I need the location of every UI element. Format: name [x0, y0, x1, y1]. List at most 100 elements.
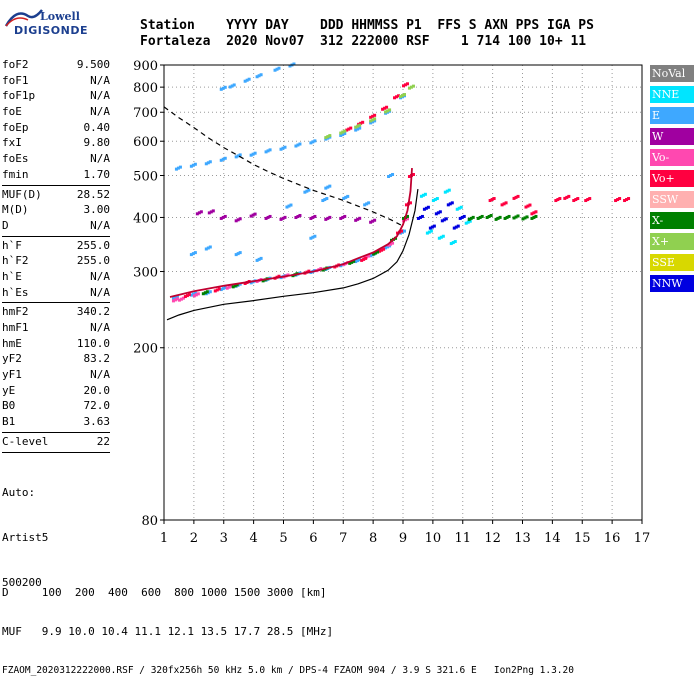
echo-point: [516, 194, 520, 198]
echo-point: [243, 79, 247, 83]
echo-point: [339, 133, 343, 137]
echo-point: [236, 252, 240, 256]
echo-point: [191, 163, 195, 167]
x-tick-label: 14: [544, 531, 561, 546]
echo-point: [221, 287, 225, 291]
echo-point: [238, 217, 242, 221]
echo-point: [283, 145, 287, 149]
echo-point: [231, 285, 235, 289]
echo-point: [439, 235, 443, 239]
param-label: foEp: [2, 120, 29, 134]
echo-point: [311, 235, 315, 239]
param-row: M(D) 3.00: [2, 203, 110, 219]
echo-point: [219, 158, 223, 162]
legend-item: SSE: [650, 254, 694, 271]
param-value: 110.0: [76, 336, 110, 350]
echo-point: [189, 293, 193, 297]
echo-point: [401, 216, 405, 220]
echo-point: [247, 77, 251, 81]
echo-point: [584, 199, 588, 203]
param-group-3: h`F 255.0 h`F2 255.0 h`E N/A h`Es N/A: [2, 239, 110, 302]
echo-point: [266, 149, 270, 153]
echo-point: [490, 198, 494, 202]
echo-point: [341, 132, 345, 136]
echo-point: [321, 199, 325, 203]
param-value: N/A: [90, 321, 110, 334]
echo-point: [339, 264, 343, 268]
echo-point: [189, 164, 193, 168]
param-label: hmE: [2, 336, 22, 350]
echo-point: [450, 201, 454, 205]
y-tick-label: 80: [141, 514, 158, 529]
echo-point: [358, 216, 362, 220]
echo-point: [492, 197, 496, 201]
echo-point: [221, 215, 225, 219]
echo-point: [405, 217, 409, 221]
x-tick-label: 5: [279, 531, 287, 546]
echo-point: [223, 85, 227, 89]
echo-point: [309, 216, 313, 220]
echo-point: [489, 214, 493, 218]
echo-point: [255, 258, 259, 262]
param-row: foF1p N/A: [2, 89, 110, 105]
echo-point: [373, 218, 377, 222]
echo-point: [358, 126, 362, 130]
echo-point: [614, 199, 618, 203]
echo-point: [524, 205, 528, 209]
echo-point: [257, 257, 261, 261]
param-row: yF1 N/A: [2, 368, 110, 384]
y-axis: 80 200 300 400 500 600 700 800 900: [133, 59, 164, 529]
param-value: N/A: [90, 89, 110, 103]
echo-point: [526, 204, 530, 208]
echo-point: [411, 84, 415, 88]
echo-point: [369, 119, 373, 123]
echo-point: [395, 95, 399, 99]
echo-point: [371, 118, 375, 122]
echo-point: [372, 252, 376, 256]
echo-point: [369, 254, 373, 258]
param-label: B0: [2, 399, 16, 413]
echo-point: [251, 152, 255, 156]
echo-point: [236, 218, 240, 222]
echo-point: [328, 135, 332, 139]
echo-point: [227, 285, 231, 289]
echo-point: [494, 217, 498, 221]
echo-point: [387, 243, 391, 247]
echo-point: [449, 242, 453, 246]
param-value: 83.2: [83, 352, 111, 366]
echo-point: [384, 110, 388, 114]
param-row: foEp 0.40: [2, 121, 110, 137]
echo-point: [193, 162, 197, 166]
echo-point: [420, 214, 424, 218]
echo-point: [476, 216, 480, 220]
echo-point: [219, 288, 223, 292]
echo-point: [206, 246, 210, 250]
echo-point: [360, 258, 364, 262]
param-label: yE: [2, 383, 16, 397]
echo-point: [389, 242, 393, 246]
echo-point: [347, 127, 351, 131]
echo-point: [487, 215, 491, 219]
echo-point: [403, 93, 406, 97]
echo-point: [211, 209, 215, 213]
param-row: D N/A: [2, 219, 110, 235]
echo-point: [195, 212, 199, 216]
param-label: C-level: [2, 434, 49, 448]
echo-point: [434, 212, 438, 216]
param-label: h`E: [2, 269, 22, 283]
param-group-2: MUF(D) 28.52 M(D) 3.00 D N/A: [2, 188, 110, 235]
echo-point: [352, 259, 356, 263]
echo-point: [556, 198, 560, 202]
x-tick-label: 12: [484, 531, 501, 546]
echo-point: [343, 129, 347, 133]
echo-point: [436, 211, 440, 215]
echo-point: [185, 294, 189, 298]
echo-point: [446, 203, 450, 207]
echo-point: [404, 203, 408, 207]
echo-point: [326, 136, 330, 140]
echo-point: [500, 203, 504, 207]
echo-point: [400, 229, 404, 233]
y-tick-label: 900: [133, 59, 158, 74]
echo-point: [396, 231, 400, 235]
echo-point: [273, 68, 277, 72]
